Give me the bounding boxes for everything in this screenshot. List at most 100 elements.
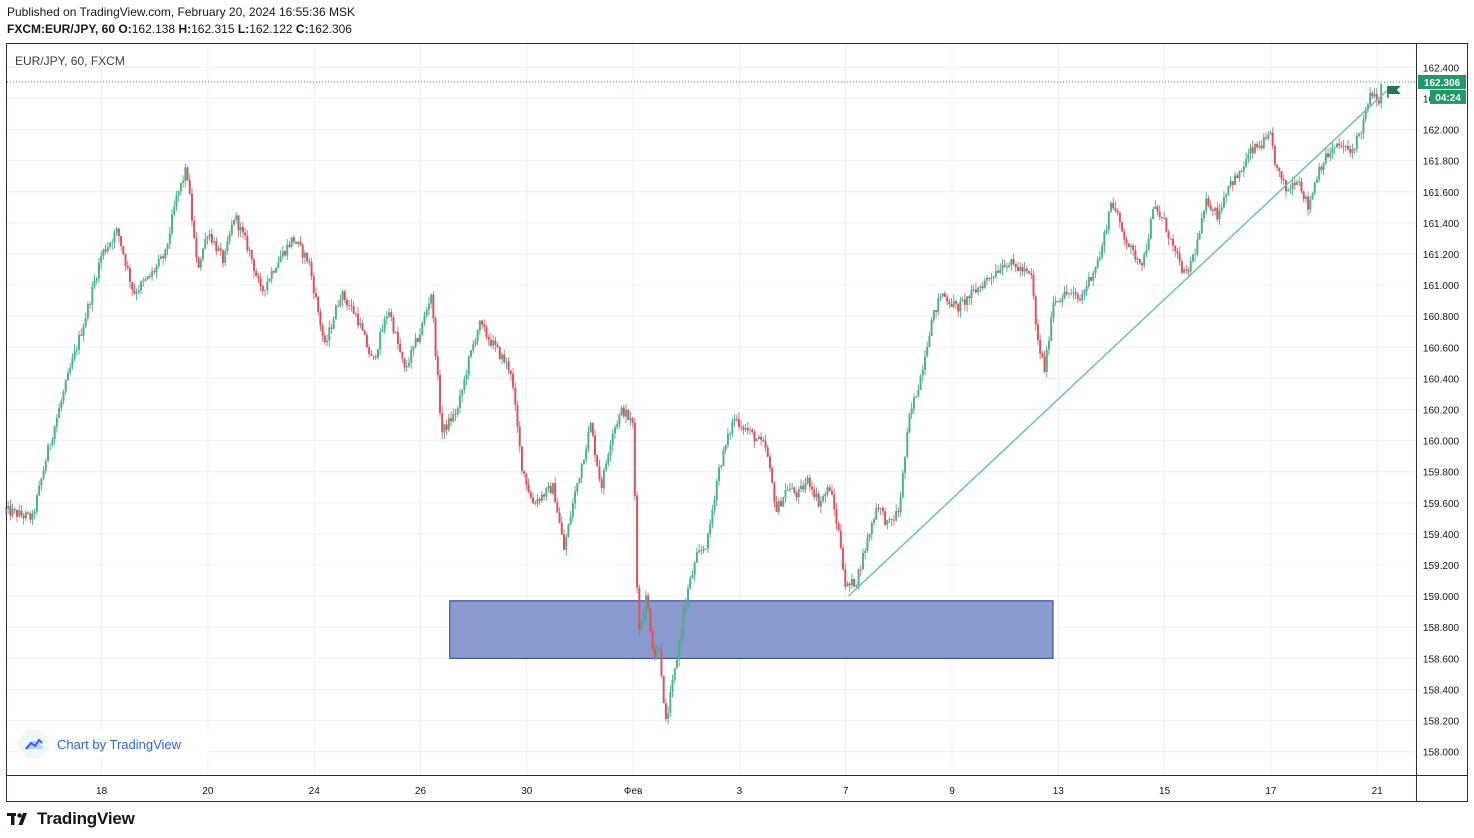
candle-body xyxy=(38,485,41,496)
candle-body xyxy=(547,486,550,489)
candle-body xyxy=(264,289,267,291)
candle-body xyxy=(1327,153,1330,157)
candle-body xyxy=(1114,208,1117,211)
candle-body xyxy=(751,429,754,432)
candle-body xyxy=(312,276,315,293)
candle-body xyxy=(1311,193,1314,200)
candle-body xyxy=(720,465,723,468)
candle-body xyxy=(664,703,667,719)
close-label: C: xyxy=(295,22,309,36)
candle-body xyxy=(536,498,539,504)
candle-body xyxy=(1342,146,1345,148)
candle-body xyxy=(1329,153,1332,157)
candle-body xyxy=(450,418,453,422)
candle-body xyxy=(1096,259,1099,268)
candle-body xyxy=(171,214,174,234)
last-price-value: 162.306 xyxy=(1424,78,1461,89)
candle-body xyxy=(396,332,399,344)
candle-body xyxy=(332,319,335,329)
candle-body xyxy=(146,276,149,280)
candle-body xyxy=(73,350,76,359)
candle-body xyxy=(509,370,512,374)
candle-body xyxy=(317,296,320,312)
candle-body xyxy=(994,271,997,277)
candle-body xyxy=(1125,239,1128,244)
candle-body xyxy=(1076,294,1079,299)
candle-body xyxy=(1132,245,1135,251)
chart-by-tradingview-link[interactable]: Chart by TradingView xyxy=(19,729,209,759)
high-value: 162.315 xyxy=(191,22,235,36)
candle-body xyxy=(266,281,269,290)
candle-body xyxy=(879,507,882,509)
candle-body xyxy=(1267,134,1270,139)
candle-body xyxy=(682,611,685,633)
candle-body xyxy=(308,261,311,263)
candle-body xyxy=(1054,300,1057,303)
candle-body xyxy=(768,456,771,468)
candle-body xyxy=(1380,83,1383,104)
candle-body xyxy=(168,233,171,244)
candle-body xyxy=(352,306,355,314)
candle-body xyxy=(775,502,778,512)
candle-body xyxy=(159,256,162,259)
candle-body xyxy=(656,648,659,659)
countdown-badge xyxy=(1430,89,1466,104)
candle-body xyxy=(4,508,7,511)
candle-body xyxy=(549,486,552,494)
candle-body xyxy=(640,622,643,630)
candle-body xyxy=(804,483,807,490)
candle-body xyxy=(1302,191,1305,199)
candle-body xyxy=(523,470,526,474)
candle-body xyxy=(1025,268,1028,272)
candle-body xyxy=(469,350,472,357)
candle-body xyxy=(374,356,377,358)
candle-body xyxy=(895,511,898,521)
candle-body xyxy=(1067,293,1070,295)
footer-brand[interactable]: TradingView xyxy=(7,809,135,829)
candle-body xyxy=(733,418,736,422)
candle-body xyxy=(826,487,829,494)
candle-body xyxy=(706,533,709,549)
footer-brand-text: TradingView xyxy=(37,809,135,828)
candle-body xyxy=(1138,258,1141,264)
candle-body xyxy=(1019,266,1022,271)
candle-body xyxy=(1200,218,1203,234)
candle-body xyxy=(111,242,114,244)
candle-body xyxy=(1375,94,1378,101)
candle-body xyxy=(1296,182,1299,186)
candle-body xyxy=(1174,245,1177,252)
candle-body xyxy=(1152,209,1155,220)
candle-body xyxy=(151,271,154,277)
candle-body xyxy=(1291,182,1294,190)
candle-body xyxy=(917,389,920,397)
candle-body xyxy=(348,305,351,306)
candle-body xyxy=(492,340,495,346)
candle-body xyxy=(760,436,763,440)
candle-body xyxy=(1065,291,1068,294)
candle-body xyxy=(64,380,67,392)
candle-body xyxy=(1203,210,1206,219)
candle-body xyxy=(567,524,570,538)
candle-body xyxy=(1309,199,1312,210)
candle-body xyxy=(1373,94,1376,97)
candle-body xyxy=(633,422,636,496)
candle-body xyxy=(565,537,568,550)
candle-body xyxy=(186,167,189,181)
symbol-label: FXCM:EUR/JPY, 60 xyxy=(7,22,116,36)
candle-body xyxy=(543,494,546,497)
candle-body xyxy=(29,513,32,520)
candle-body xyxy=(591,423,594,436)
candle-body xyxy=(850,578,853,586)
candle-body xyxy=(538,498,541,501)
published-caption: Published on TradingView.com, February 2… xyxy=(7,5,355,19)
candle-body xyxy=(1220,207,1223,211)
candle-body xyxy=(737,418,740,427)
candle-body xyxy=(89,304,92,306)
candle-body xyxy=(990,277,993,279)
candle-body xyxy=(1010,259,1013,266)
candle-body xyxy=(177,191,180,196)
candle-body xyxy=(1249,147,1252,155)
time-tick-label: 9 xyxy=(949,786,955,797)
candle-body xyxy=(1369,92,1372,105)
